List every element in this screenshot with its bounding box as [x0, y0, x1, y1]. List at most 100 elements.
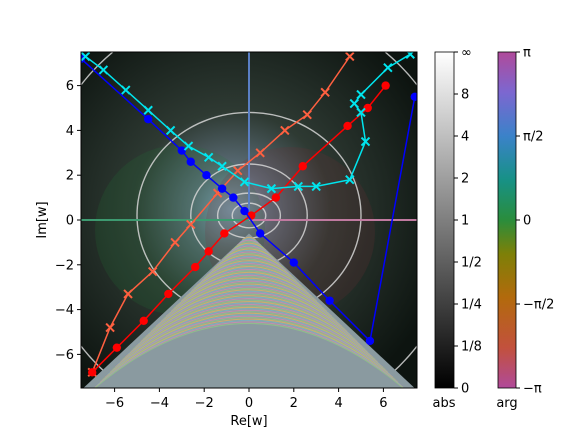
colorbar-tick-label: ∞ [461, 46, 472, 61]
wedge-level-line [231, 242, 267, 251]
wedge-level-line [239, 238, 259, 244]
y-axis: −6 −4 −2 0 2 4 6 [55, 79, 81, 363]
x-marker-stroke [255, 148, 265, 158]
wedge-level-line [114, 309, 384, 368]
x-marker-stroke [183, 141, 194, 151]
arg-colorbar-gradient [497, 51, 517, 389]
series-3-x-marker [345, 174, 355, 185]
x-tick-label: −2 [195, 396, 214, 411]
series-2-circle-marker [410, 92, 417, 101]
wedge-level-line [102, 317, 396, 381]
x-marker-stroke [217, 161, 227, 171]
series-2-circle-marker [256, 229, 265, 238]
x-marker-stroke [105, 322, 115, 333]
wedge-level-line [147, 290, 351, 335]
wedge-level-line [191, 265, 307, 292]
abs-colorbar-gradient [434, 51, 455, 389]
series-0-x-marker [255, 148, 265, 158]
wedge-level-line [125, 303, 373, 358]
x-tick-label: 2 [290, 396, 298, 411]
arg-colorbar-label: arg [496, 396, 517, 411]
wedge-level-line [178, 273, 320, 305]
series-0-x-marker [105, 322, 115, 333]
series-2-circle-marker [325, 296, 334, 305]
series-2-circle-marker [177, 146, 186, 155]
abs-colorbar-ticks: ∞ 8 4 2 1 1/2 1/4 1/8 0 [454, 46, 482, 397]
colorbar-tick-label: π [523, 46, 531, 61]
y-tick-label: −2 [55, 258, 74, 273]
abs-colorbar: ∞ 8 4 2 1 1/2 1/4 1/8 0 abs [433, 46, 482, 412]
wedge-level-line [229, 244, 269, 254]
colorbar-tick-label: 0 [523, 214, 531, 229]
wedge-level-line [198, 261, 300, 284]
wedge-level-line [188, 267, 310, 294]
series-0-x-marker [280, 125, 290, 136]
wedge-level-line [158, 285, 340, 325]
series-2-circle-marker [144, 115, 153, 124]
wedge-level-line [208, 255, 290, 274]
series-3-x-marker [293, 181, 303, 192]
wedge-level-line [120, 306, 378, 363]
series-3-x-marker [217, 161, 227, 171]
series-3-x-marker [311, 181, 321, 192]
series-layer [81, 52, 417, 378]
x-axis-label: Re[w] [230, 414, 267, 429]
wedge-level-line [155, 286, 343, 327]
x-marker-stroke [203, 152, 214, 162]
wedge-level-line [112, 311, 386, 371]
x-tick-label: 0 [245, 396, 253, 411]
wedge-level-line [145, 292, 353, 338]
wedge-level-line [117, 308, 381, 365]
wedge-level-line [127, 302, 371, 355]
colorbar-tick-label: 0 [461, 382, 469, 397]
wedge-level-line [211, 254, 287, 272]
wedge-level-line [196, 263, 302, 287]
colorbar-tick-label: 1 [461, 214, 469, 229]
series-1-circle-marker [220, 229, 229, 238]
series-3-x-marker [349, 98, 359, 109]
series-3-x-marker [266, 183, 277, 194]
wedge-level-line [168, 279, 330, 315]
plot-area [81, 52, 417, 388]
series-3-x-marker [98, 65, 109, 75]
colorbar-tick-label: π/2 [523, 130, 543, 145]
colorbar-tick-label: 2 [461, 172, 469, 187]
y-tick-label: 2 [66, 169, 74, 184]
x-marker-stroke [345, 52, 355, 62]
series-1-circle-marker [88, 368, 97, 377]
wedge-level-line [236, 239, 262, 246]
wedge-level-line [150, 289, 348, 332]
wedge-level-line [104, 315, 394, 378]
series-1-circle-marker [191, 262, 200, 272]
x-marker-stroke [98, 65, 109, 75]
series-2-circle-marker [289, 258, 298, 267]
wedge-level-line [180, 271, 318, 302]
colorbar-tick-label: 1/2 [461, 256, 482, 271]
series-3-x-marker [383, 62, 393, 73]
series-0-x-marker [233, 166, 243, 176]
x-marker-stroke [186, 219, 196, 230]
series-0-x-marker [170, 237, 180, 248]
series-2-circle-marker [217, 184, 227, 193]
wedge-level-line [203, 258, 295, 279]
colorbar-tick-label: −π [523, 382, 542, 397]
series-1-circle-marker [139, 316, 148, 325]
wedge-level-line [99, 318, 399, 383]
x-marker-stroke [123, 289, 133, 299]
x-tick-label: −4 [150, 396, 169, 411]
x-marker-stroke [233, 166, 243, 176]
wedge-level-line [97, 319, 401, 386]
series-1-circle-marker [381, 81, 390, 90]
wedge-level-line [173, 276, 325, 310]
x-marker-stroke [170, 237, 180, 248]
wedge-level-line [216, 251, 282, 266]
x-marker-stroke [266, 183, 277, 194]
arg-colorbar: π π/2 0 −π/2 −π arg [496, 46, 554, 412]
x-marker-stroke [280, 125, 290, 136]
x-marker-stroke [143, 105, 153, 115]
x-marker-stroke [147, 266, 158, 277]
series-0-x-marker [345, 52, 355, 62]
series-3-x-marker [121, 85, 131, 95]
series-3-x-marker [143, 105, 153, 115]
